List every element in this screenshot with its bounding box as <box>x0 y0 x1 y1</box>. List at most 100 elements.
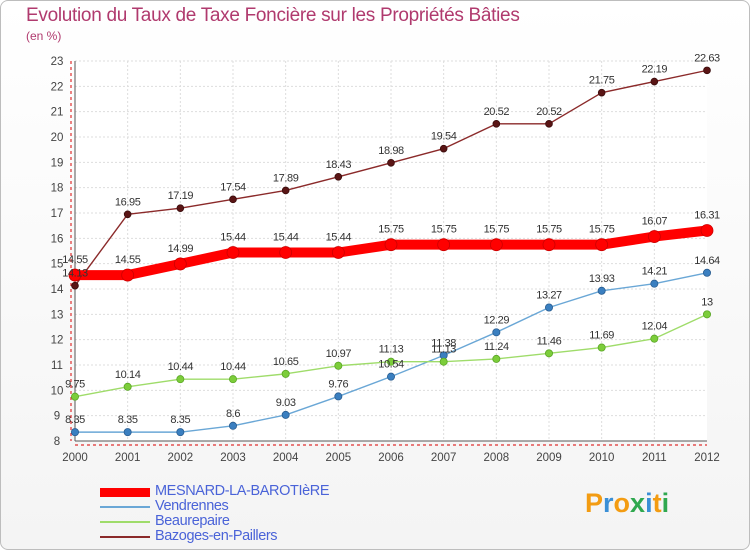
x-tick-label: 2011 <box>642 452 667 464</box>
data-label-vendrennes: 8.35 <box>65 414 85 426</box>
y-tick-label: 23 <box>51 56 64 68</box>
data-point-mesnard <box>542 238 556 252</box>
y-tick-label: 9 <box>54 411 60 423</box>
data-point-mesnard <box>437 238 451 252</box>
data-point-vendrennes <box>650 279 659 288</box>
data-label-beaurepaire: 13 <box>701 296 713 308</box>
data-point-vendrennes <box>545 303 554 312</box>
data-label-mesnard: 15.75 <box>589 224 615 236</box>
data-point-beaurepaire <box>123 382 132 391</box>
y-tick-label: 13 <box>51 309 64 321</box>
data-label-mesnard: 15.75 <box>431 224 457 236</box>
y-tick-label: 8 <box>54 436 60 448</box>
data-point-beaurepaire <box>650 334 659 343</box>
data-point-mesnard <box>121 268 135 282</box>
data-label-beaurepaire: 10.44 <box>220 361 246 373</box>
legend-label-vendrennes: Vendrennes <box>155 498 229 514</box>
data-label-vendrennes: 9.76 <box>328 378 348 390</box>
data-point-vendrennes <box>386 372 395 381</box>
data-point-beaurepaire <box>597 343 606 352</box>
y-tick-label: 12 <box>51 335 64 347</box>
x-tick-label: 2009 <box>536 452 562 464</box>
data-point-bazoges <box>71 281 79 290</box>
y-tick-label: 22 <box>51 81 64 93</box>
data-point-vendrennes <box>492 328 501 337</box>
proxiti-logo: Proxiti <box>585 488 669 519</box>
legend-swatch-vendrennes <box>100 506 150 508</box>
data-label-bazoges: 20.52 <box>536 106 562 118</box>
y-tick-label: 15 <box>51 259 64 271</box>
data-point-bazoges <box>334 172 343 181</box>
data-point-vendrennes <box>281 410 290 419</box>
data-label-beaurepaire: 9.75 <box>65 379 85 391</box>
data-label-mesnard: 15.44 <box>273 232 299 244</box>
data-point-mesnard <box>384 238 398 252</box>
legend-swatch-mesnard <box>100 488 150 497</box>
data-label-mesnard: 16.31 <box>694 209 720 221</box>
y-tick-label: 16 <box>51 233 64 245</box>
logo-letter: x <box>630 488 646 518</box>
x-tick-label: 2006 <box>378 452 404 464</box>
data-label-beaurepaire: 10.97 <box>326 348 352 360</box>
data-point-vendrennes <box>228 421 237 430</box>
data-label-mesnard: 16.07 <box>642 216 668 228</box>
data-point-bazoges <box>439 144 448 153</box>
data-point-beaurepaire <box>71 392 80 401</box>
legend-label-bazoges: Bazoges-en-Paillers <box>155 528 278 544</box>
data-point-vendrennes <box>123 428 132 437</box>
logo-letter: t <box>652 488 662 518</box>
data-label-beaurepaire: 10.65 <box>273 356 299 368</box>
x-tick-label: 2012 <box>694 452 720 464</box>
legend-label-beaurepaire: Beaurepaire <box>155 513 230 529</box>
data-label-bazoges: 18.98 <box>378 145 404 157</box>
data-point-beaurepaire <box>439 357 448 366</box>
data-point-vendrennes <box>176 428 185 437</box>
data-point-beaurepaire <box>334 361 343 370</box>
data-label-mesnard: 15.75 <box>378 224 404 236</box>
data-label-beaurepaire: 10.44 <box>168 361 194 373</box>
y-tick-label: 10 <box>51 385 64 397</box>
data-point-bazoges <box>597 88 606 97</box>
data-label-beaurepaire: 12.04 <box>642 321 668 333</box>
data-point-bazoges <box>387 159 395 167</box>
x-tick-label: 2008 <box>484 452 510 464</box>
data-label-bazoges: 17.19 <box>168 190 194 202</box>
data-label-vendrennes: 14.64 <box>694 255 720 267</box>
logo-letter: i <box>661 488 670 518</box>
logo-letter: i <box>645 488 653 518</box>
data-point-bazoges <box>229 195 237 204</box>
data-label-bazoges: 22.63 <box>694 52 720 64</box>
x-tick-label: 2003 <box>220 452 246 464</box>
y-tick-label: 14 <box>51 284 64 296</box>
data-label-bazoges: 14.13 <box>62 268 88 280</box>
y-tick-label: 18 <box>51 183 64 195</box>
x-tick-label: 2004 <box>273 452 299 464</box>
data-label-vendrennes: 14.21 <box>642 266 668 278</box>
data-point-mesnard <box>489 238 503 252</box>
data-point-vendrennes <box>597 286 606 295</box>
data-point-mesnard <box>595 238 609 252</box>
data-point-beaurepaire <box>545 349 554 358</box>
data-point-mesnard <box>173 257 187 271</box>
x-tick-label: 2007 <box>431 452 457 464</box>
x-tick-label: 2002 <box>168 452 194 464</box>
data-label-bazoges: 16.95 <box>115 196 141 208</box>
x-tick-label: 2000 <box>62 452 88 464</box>
data-point-bazoges <box>176 204 185 212</box>
data-point-mesnard <box>68 268 82 282</box>
data-label-vendrennes: 8.35 <box>118 414 138 426</box>
data-label-mesnard: 15.75 <box>484 224 510 236</box>
data-label-vendrennes: 12.29 <box>484 314 510 326</box>
data-point-bazoges <box>703 66 711 75</box>
data-label-vendrennes: 8.35 <box>170 414 190 426</box>
data-label-bazoges: 17.54 <box>220 181 246 193</box>
data-point-beaurepaire <box>176 375 185 384</box>
data-point-vendrennes <box>334 392 343 401</box>
data-point-vendrennes <box>703 268 712 277</box>
x-tick-label: 2010 <box>589 452 615 464</box>
data-label-bazoges: 20.52 <box>484 106 510 118</box>
logo-letter: r <box>603 488 614 518</box>
data-point-bazoges <box>650 77 659 86</box>
data-point-bazoges <box>281 186 290 195</box>
